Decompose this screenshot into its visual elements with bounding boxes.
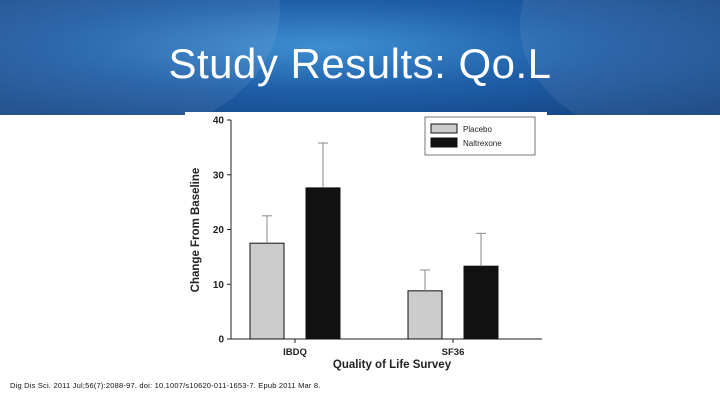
banner-decoration <box>520 0 720 115</box>
legend-swatch-naltrexone <box>430 137 458 148</box>
legend-swatch-placebo <box>430 123 458 134</box>
y-tick-label: 30 <box>213 170 225 181</box>
bar-placebo-sf36 <box>407 290 443 340</box>
bars-layer <box>249 187 499 340</box>
legend: Placebo Naltrexone <box>424 116 536 156</box>
bar-naltrexone-ibdq <box>305 187 341 340</box>
banner-decoration <box>0 0 280 115</box>
y-axis-label: Change From Baseline <box>190 168 202 293</box>
error-bars-layer <box>262 142 486 291</box>
chart-panel: 0 10 20 30 40 IBDQ SF36 Placebo Naltrexone Chan… <box>185 112 547 374</box>
y-tick-label: 0 <box>218 335 224 346</box>
x-axis-label: Quality of Life Survey <box>333 359 452 371</box>
citation: Dig Dis Sci. 2011 Jul;56(7):2088-97. doi… <box>10 381 321 390</box>
bar-naltrexone-sf36 <box>463 265 499 340</box>
y-tick-label: 20 <box>213 225 225 236</box>
legend-box <box>424 116 536 156</box>
bar-chart: 0 10 20 30 40 IBDQ SF36 Placebo Naltrexone Chan… <box>190 116 542 371</box>
y-tick-label: 40 <box>213 116 225 127</box>
title-banner: Study Results: Qo.L <box>0 0 720 115</box>
legend-label-naltrexone: Naltrexone <box>463 139 502 148</box>
x-tick-label: SF36 <box>442 347 465 358</box>
legend-label-placebo: Placebo <box>463 125 492 134</box>
x-tick-label: IBDQ <box>283 347 307 358</box>
bar-placebo-ibdq <box>249 242 285 340</box>
y-tick-label: 10 <box>213 280 225 291</box>
slide-title: Study Results: Qo.L <box>168 40 552 87</box>
